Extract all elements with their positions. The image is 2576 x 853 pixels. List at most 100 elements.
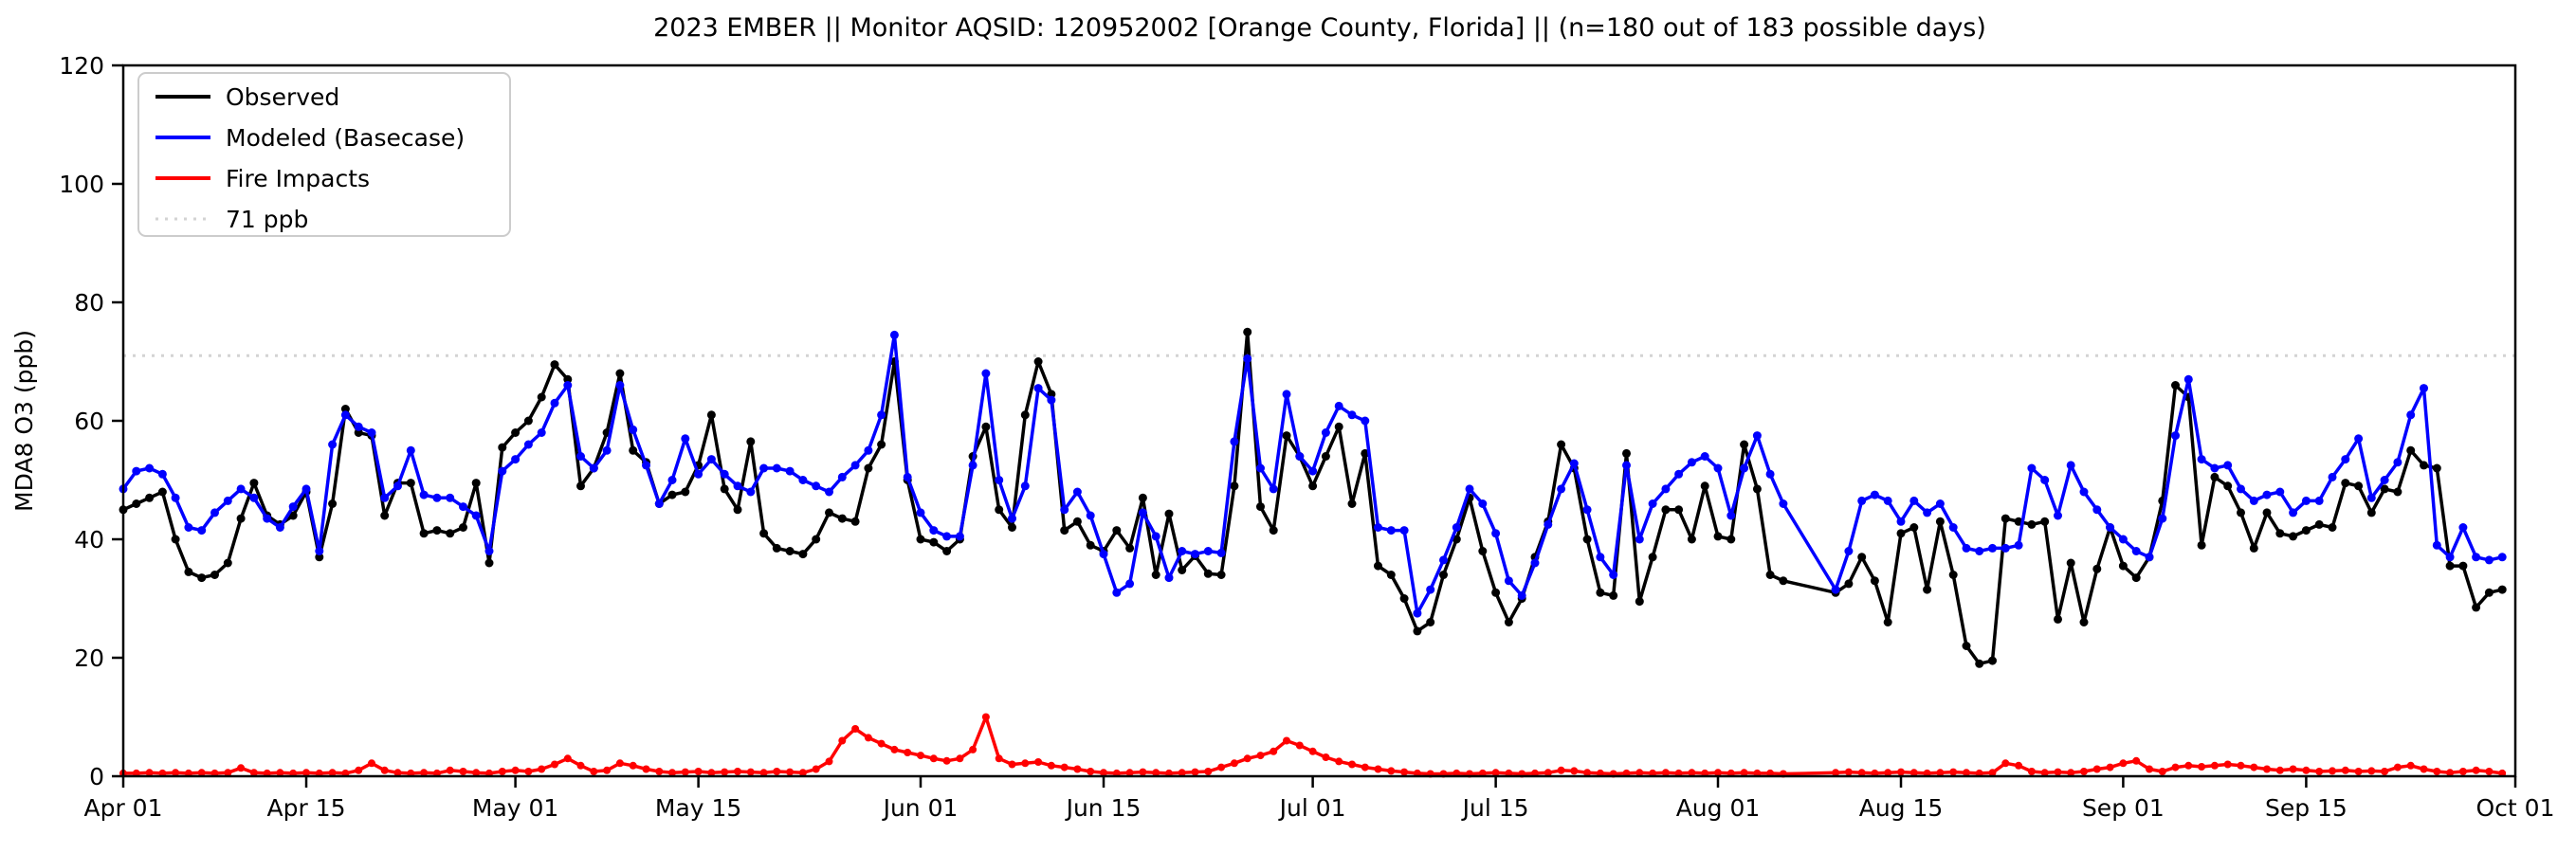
data-point	[681, 434, 690, 444]
data-point	[145, 463, 155, 473]
data-point	[576, 761, 585, 770]
data-point	[629, 445, 638, 455]
data-point	[877, 739, 886, 748]
data-point	[2301, 526, 2311, 535]
axes: Apr 01 Apr 15 May 01 May 15 Jun 01 Jun 15 Jul …	[59, 52, 2554, 822]
data-point	[2040, 517, 2050, 526]
x-tick-label: May 15	[655, 794, 741, 822]
chart-title: 2023 EMBER || Monitor AQSID: 120952002 […	[653, 13, 1986, 43]
data-point	[432, 526, 442, 535]
data-point	[2183, 374, 2193, 384]
data-point	[1178, 566, 1187, 574]
data-point	[1008, 514, 1016, 523]
data-point	[1230, 759, 1238, 768]
data-point	[1962, 543, 1971, 553]
data-point	[694, 768, 703, 775]
data-point	[1321, 428, 1330, 437]
data-point	[2066, 558, 2075, 568]
data-point	[2079, 487, 2089, 497]
data-point	[1426, 585, 1435, 594]
data-point	[2092, 765, 2101, 773]
data-point	[1270, 747, 1278, 755]
data-point	[2380, 476, 2389, 484]
data-point	[2263, 765, 2271, 773]
data-point	[969, 745, 977, 753]
series-line	[123, 715, 2503, 776]
y-tick-label: 0	[89, 763, 104, 790]
data-point	[2001, 759, 2010, 768]
data-point	[2066, 461, 2075, 470]
data-point	[2237, 508, 2245, 517]
data-point	[1530, 558, 1540, 568]
data-point	[2393, 458, 2402, 467]
data-point	[1557, 440, 1566, 449]
data-point	[1230, 481, 1239, 491]
data-point	[1544, 769, 1552, 777]
data-point	[249, 493, 259, 502]
data-point	[2237, 484, 2245, 494]
data-point	[315, 553, 324, 562]
data-point	[1648, 553, 1657, 562]
data-point	[551, 760, 558, 769]
data-point	[955, 532, 964, 541]
data-point	[2433, 768, 2441, 775]
data-point	[301, 484, 311, 494]
data-point	[981, 422, 991, 431]
data-point	[1740, 463, 1749, 473]
data-point	[2131, 547, 2141, 555]
data-point	[1295, 741, 1304, 750]
data-point	[223, 496, 232, 505]
data-point	[1125, 769, 1134, 777]
data-point	[1582, 535, 1592, 544]
data-point	[2341, 479, 2350, 488]
data-point	[903, 472, 912, 481]
data-point	[1517, 590, 1526, 600]
y-tick-label: 60	[74, 408, 104, 435]
data-point	[1844, 768, 1853, 776]
data-point	[2393, 487, 2402, 497]
data-point	[1975, 547, 1984, 555]
data-point	[484, 547, 494, 555]
data-point	[523, 440, 533, 449]
x-tick-label: Jun 01	[882, 794, 959, 822]
data-point	[2420, 461, 2428, 470]
data-point	[864, 445, 873, 455]
data-point	[733, 481, 742, 491]
data-point	[1033, 357, 1043, 366]
data-point	[1256, 502, 1265, 512]
data-point	[1700, 481, 1709, 491]
data-point	[537, 428, 546, 437]
data-point	[1139, 768, 1147, 776]
data-point	[2485, 768, 2494, 775]
data-point	[1439, 555, 1448, 565]
data-point	[2027, 463, 2037, 473]
data-point	[2131, 573, 2141, 583]
data-point	[956, 754, 964, 763]
data-point	[706, 455, 716, 464]
data-point	[1832, 769, 1840, 777]
data-point	[472, 769, 481, 777]
data-point	[2250, 763, 2258, 771]
data-point	[459, 768, 467, 775]
data-point	[276, 769, 284, 777]
data-point	[1923, 585, 1932, 594]
data-point	[2406, 410, 2416, 420]
data-point	[2329, 767, 2336, 775]
data-point	[1269, 526, 1278, 535]
data-point	[798, 550, 808, 559]
data-point	[1387, 767, 1396, 775]
data-point	[380, 493, 390, 502]
data-point	[511, 428, 521, 437]
data-point	[550, 360, 559, 370]
data-point	[929, 537, 939, 547]
data-point	[1844, 579, 1854, 589]
data-point	[837, 472, 847, 481]
data-point	[2497, 585, 2507, 594]
data-point	[210, 508, 219, 517]
data-point	[2497, 553, 2507, 562]
data-point	[2145, 553, 2154, 562]
data-point	[1283, 736, 1290, 745]
y-axis-label: MDA8 O3 (ppb)	[10, 330, 38, 512]
data-point	[1661, 769, 1670, 777]
data-point	[681, 487, 690, 497]
